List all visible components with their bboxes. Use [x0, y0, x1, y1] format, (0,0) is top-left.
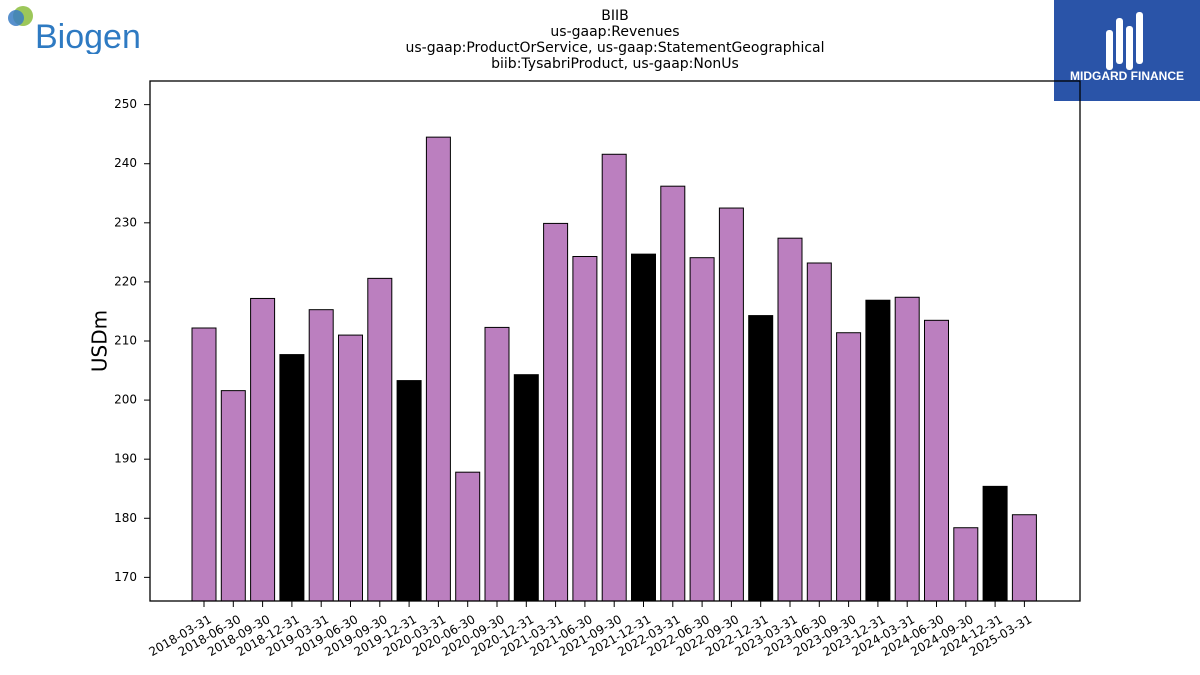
bar-2025-03-31 [1011, 514, 1037, 602]
bar-2019-12-31 [396, 380, 422, 602]
bar-2023-06-30 [806, 262, 832, 602]
bar-2024-12-31 [982, 485, 1008, 602]
biogen-logo: Biogen [4, 4, 149, 56]
bar-2022-06-30 [689, 257, 715, 602]
bar-2022-09-30 [718, 207, 744, 602]
chart-title-line-3: us-gaap:ProductOrService, us-gaap:Statem… [405, 40, 825, 56]
bar-2024-06-30 [924, 319, 949, 602]
bar-2020-06-30 [455, 471, 481, 602]
y-tick-label: 250 [114, 97, 137, 111]
y-axis-label: USDm [88, 310, 112, 372]
bar-2019-06-30 [338, 334, 363, 602]
bar-2022-03-31 [660, 185, 686, 602]
bar-2023-09-30 [836, 332, 862, 602]
bar-2024-09-30 [953, 527, 979, 602]
y-tick-label: 170 [114, 570, 137, 584]
bar-2018-12-31 [279, 354, 305, 602]
y-tick-label: 200 [114, 393, 137, 407]
chart-title-line-1: BIIB [601, 8, 629, 24]
y-tick-label: 190 [114, 452, 137, 466]
bars-group [191, 136, 1037, 602]
bar-2018-09-30 [250, 297, 276, 602]
bar-2019-03-31 [308, 309, 334, 602]
y-axis: 170 180 190 200 210 220 230 240 250 [114, 97, 150, 584]
chart-title-line-4: biib:TysabriProduct, us-gaap:NonUs [491, 56, 739, 72]
midgard-finance-logo: MIDGARD FINANCE [1054, 0, 1200, 101]
plot-frame [149, 80, 1081, 602]
bar-2020-03-31 [425, 136, 451, 602]
bar-2021-09-30 [601, 153, 627, 602]
y-tick-label: 240 [114, 156, 137, 170]
bar-2021-03-31 [543, 222, 569, 602]
y-tick-label: 210 [114, 334, 137, 348]
bar-2023-03-31 [777, 237, 803, 602]
y-tick-label: 230 [114, 215, 137, 229]
chart-title-line-2: us-gaap:Revenues [550, 24, 680, 40]
bar-2020-09-30 [484, 326, 510, 602]
midgard-finance-text: MIDGARD FINANCE [1070, 69, 1184, 83]
logo-sphere-blue [8, 10, 24, 26]
y-tick-label: 220 [114, 274, 137, 288]
x-axis: 2018-03-312018-06-302018-09-302018-12-31… [146, 601, 1034, 659]
bar-2023-12-31 [865, 299, 891, 602]
bar-2019-09-30 [367, 277, 393, 602]
chart-title: BIIB us-gaap:Revenues us-gaap:ProductOrS… [315, 8, 915, 72]
bar-2021-06-30 [572, 256, 598, 602]
bar-2018-06-30 [220, 390, 246, 602]
bar-2020-12-31 [513, 374, 539, 602]
bar-2021-12-31 [631, 253, 656, 602]
y-tick-label: 180 [114, 511, 137, 525]
midgard-emblem-icon [1106, 12, 1143, 70]
bar-2018-03-31 [191, 327, 217, 602]
biogen-logo-text: Biogen [35, 18, 141, 54]
bar-2022-12-31 [748, 315, 774, 602]
bar-2024-03-31 [894, 296, 920, 602]
